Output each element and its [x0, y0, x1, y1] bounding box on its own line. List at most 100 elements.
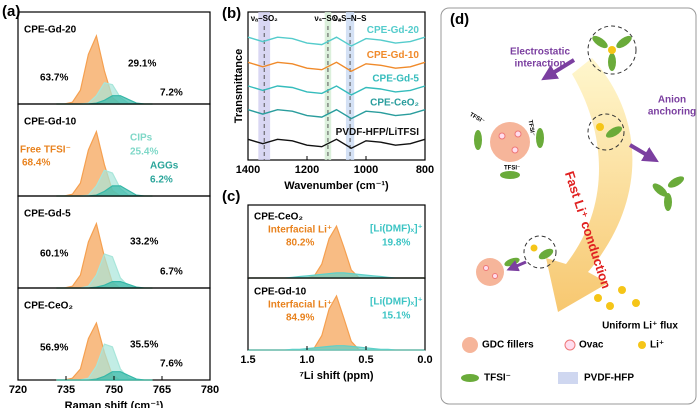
legend-label: GDC fillers: [482, 340, 534, 351]
gdc-particle: [490, 122, 530, 162]
annotation: 68.4%: [22, 158, 50, 169]
legend-swatch: [462, 337, 478, 353]
panel-label: (b): [222, 5, 241, 22]
zoom-circle: [587, 25, 637, 75]
peak: [248, 345, 425, 351]
legend-label: Ovac: [579, 340, 604, 351]
annotation: 7.6%: [160, 359, 183, 370]
label: Uniform Li⁺ flux: [602, 321, 678, 332]
subplot-title: CPE-Gd-20: [24, 25, 77, 36]
label: anchoring: [648, 107, 696, 118]
legend-label: TFSI⁻: [484, 373, 511, 384]
legend-label: PVDF-HFP: [584, 373, 634, 384]
ovac: [514, 130, 522, 138]
annotation: 6.2%: [150, 175, 173, 186]
annotation: [Li(DMF)ₓ]⁺: [370, 297, 423, 308]
conduction-arrow: [546, 58, 633, 312]
x-tick-label: 765: [153, 384, 171, 396]
annotation: 33.2%: [130, 237, 158, 248]
annotation: Interfacial Li⁺: [268, 300, 332, 311]
ovac: [498, 132, 506, 140]
x-axis-label: Raman shift (cm⁻¹): [65, 400, 164, 408]
x-tick-label: 780: [201, 384, 219, 396]
tfsi: [664, 193, 672, 211]
subplot-title: CPE-Gd-10: [254, 287, 307, 298]
band-label: νₛ–SO₂: [314, 14, 342, 23]
peak: [56, 371, 153, 381]
subplot-title: CPE-Gd-10: [24, 117, 77, 128]
peak: [248, 272, 425, 279]
x-tick-label: 0.5: [358, 354, 373, 366]
ovac: [511, 146, 519, 154]
annotation: Free TFSI⁻: [20, 145, 71, 156]
annotation: 19.8%: [382, 238, 410, 249]
x-tick-label: 1.5: [240, 354, 255, 366]
annotation: AGGs: [150, 161, 179, 172]
ovac: [492, 273, 498, 279]
li-ion: [632, 299, 640, 307]
y-axis-label: Transmittance: [233, 49, 245, 124]
annotation: 35.5%: [130, 340, 158, 351]
arrow: [541, 58, 576, 81]
ovac: [483, 265, 489, 271]
tfsi: [536, 128, 544, 148]
arrow: [628, 143, 659, 163]
particle-label: TFSI⁻: [526, 120, 535, 137]
spectrum: [247, 138, 426, 149]
zoom-circle: [523, 235, 557, 269]
schematic: Electrostatic interaction Anion anchorin…: [440, 7, 697, 405]
series-label: PVDF-HFP/LiTFSI: [336, 127, 420, 138]
gdc-particle: [476, 258, 504, 286]
particle-label: TFSI⁻: [468, 112, 485, 125]
li-ion: [530, 244, 538, 252]
legend-label: Li⁺: [650, 340, 664, 351]
tfsi: [652, 183, 668, 197]
annotation: Interfacial Li⁺: [268, 225, 332, 236]
annotation: 25.4%: [130, 147, 158, 158]
series-label: CPE-Gd-20: [367, 25, 420, 36]
tfsi: [592, 35, 608, 49]
label: Anion: [658, 95, 686, 106]
peak: [56, 253, 153, 289]
x-tick-label: 1.0: [299, 354, 314, 366]
li-ion: [618, 286, 626, 294]
series-label: CPE-Gd-10: [367, 50, 420, 61]
li-ion: [594, 294, 602, 302]
tfsi: [608, 53, 616, 71]
x-tick-label: 1400: [236, 164, 260, 176]
annotation: 29.1%: [128, 59, 156, 70]
band-label: νₐ–SO₂: [251, 14, 278, 23]
annotation: 80.2%: [286, 238, 314, 249]
particle-label: TFSI⁻: [504, 166, 520, 172]
annotation: 6.7%: [160, 267, 183, 278]
annotation: [Li(DMF)ₓ]⁺: [370, 224, 423, 235]
x-axis-label: Wavenumber (cm⁻¹): [284, 180, 389, 192]
panel-label: (c): [222, 188, 240, 205]
arrow: [506, 260, 527, 272]
annotation: 63.7%: [40, 73, 68, 84]
panel-label: (a): [2, 3, 20, 20]
subplot-title: CPE-CeO₂: [24, 301, 73, 312]
annotation: 84.9%: [286, 313, 314, 324]
subplot-title: CPE-CeO₂: [254, 212, 303, 223]
spectrum: [247, 61, 426, 72]
spectrum: [247, 85, 426, 96]
band-label: νₐS–N–S: [334, 14, 367, 23]
x-tick-label: 735: [57, 384, 75, 396]
li-ion: [608, 46, 616, 54]
x-tick-label: 800: [416, 164, 434, 176]
frame: [440, 7, 697, 405]
tfsi: [500, 171, 520, 179]
tfsi: [667, 176, 685, 188]
legend-swatch: [564, 339, 576, 351]
x-tick-label: 1000: [354, 164, 378, 176]
annotation: 15.1%: [382, 311, 410, 322]
subplot-title: CPE-Gd-5: [24, 209, 71, 220]
tfsi: [538, 248, 554, 260]
x-tick-label: 0.0: [417, 354, 432, 366]
annotation: 60.1%: [40, 249, 68, 260]
legend-swatch: [558, 372, 578, 384]
legend-swatch: [461, 374, 479, 382]
label: interaction: [514, 59, 565, 70]
